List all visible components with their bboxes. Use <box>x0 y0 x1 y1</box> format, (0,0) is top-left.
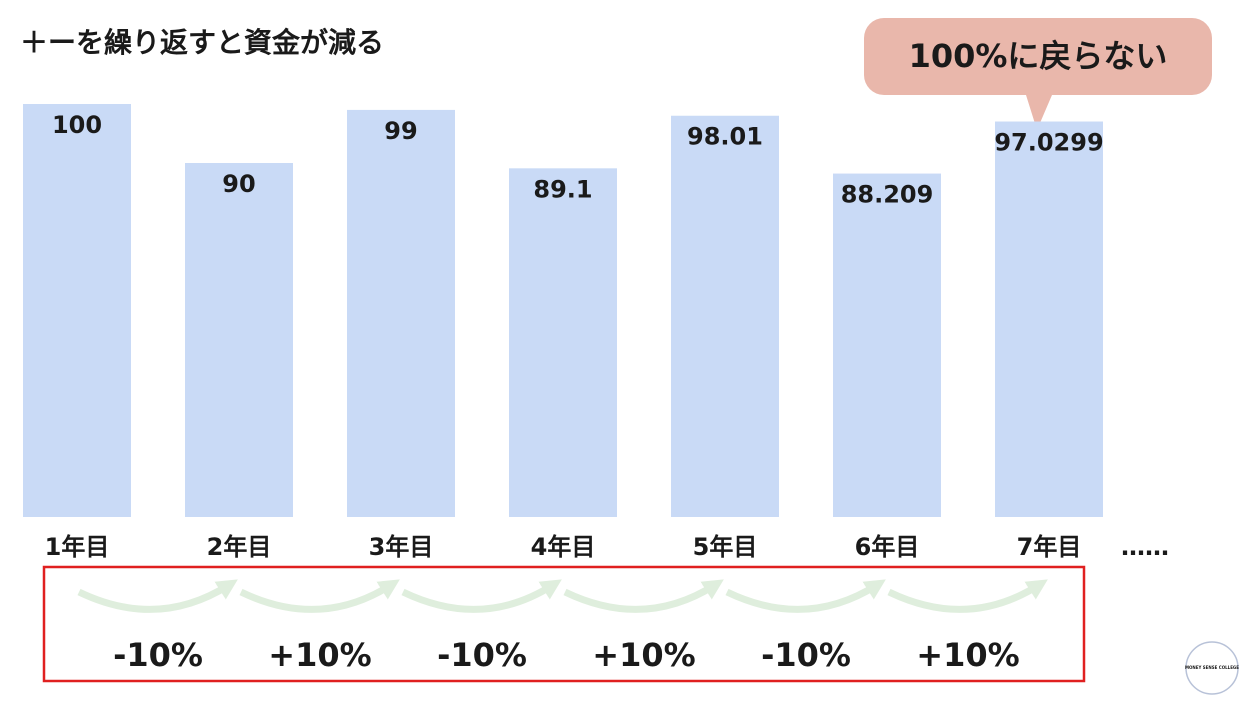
x-tick-label: 6年目 <box>855 533 920 561</box>
value-label: 100 <box>52 111 102 139</box>
bar <box>995 121 1103 517</box>
logo-ring <box>1185 641 1239 695</box>
value-label: 98.01 <box>687 123 763 151</box>
change-label: -10% <box>761 636 851 674</box>
highlight-box <box>42 565 1086 683</box>
arrow <box>239 579 400 613</box>
bar <box>347 109 455 518</box>
change-label: -10% <box>437 636 527 674</box>
value-label: 90 <box>222 170 255 198</box>
value-label: 88.209 <box>841 181 934 209</box>
change-label: +10% <box>916 636 1019 674</box>
bar <box>833 173 941 517</box>
callout-text: 100%に戻らない <box>909 37 1168 75</box>
bar <box>509 168 617 517</box>
x-tick-label: 5年目 <box>693 533 758 561</box>
arrow <box>725 579 886 613</box>
x-tick-label: 3年目 <box>369 533 434 561</box>
value-label: 99 <box>384 117 417 145</box>
bar <box>671 115 779 517</box>
arrow <box>563 579 724 613</box>
x-tick-label: 4年目 <box>531 533 596 561</box>
arrow <box>401 579 562 613</box>
change-label: +10% <box>268 636 371 674</box>
value-label: 97.0299 <box>994 129 1103 157</box>
change-label: +10% <box>592 636 695 674</box>
continuation: …… <box>1121 533 1169 561</box>
chart-title: ＋ーを繰り返すと資金が減る <box>20 26 384 59</box>
value-label: 89.1 <box>533 175 592 203</box>
x-tick-label: 1年目 <box>45 533 110 561</box>
bar <box>23 104 131 517</box>
x-tick-label: 2年目 <box>207 533 272 561</box>
logo-text: MONEY SENSE COLLEGE <box>1185 665 1239 670</box>
x-tick-label: 7年目 <box>1017 533 1082 561</box>
arrow <box>887 579 1048 613</box>
bar <box>185 163 293 517</box>
arrow <box>77 579 238 613</box>
logo: MONEY SENSE COLLEGE <box>1185 641 1239 695</box>
change-label: -10% <box>113 636 203 674</box>
callout-box <box>864 18 1212 130</box>
